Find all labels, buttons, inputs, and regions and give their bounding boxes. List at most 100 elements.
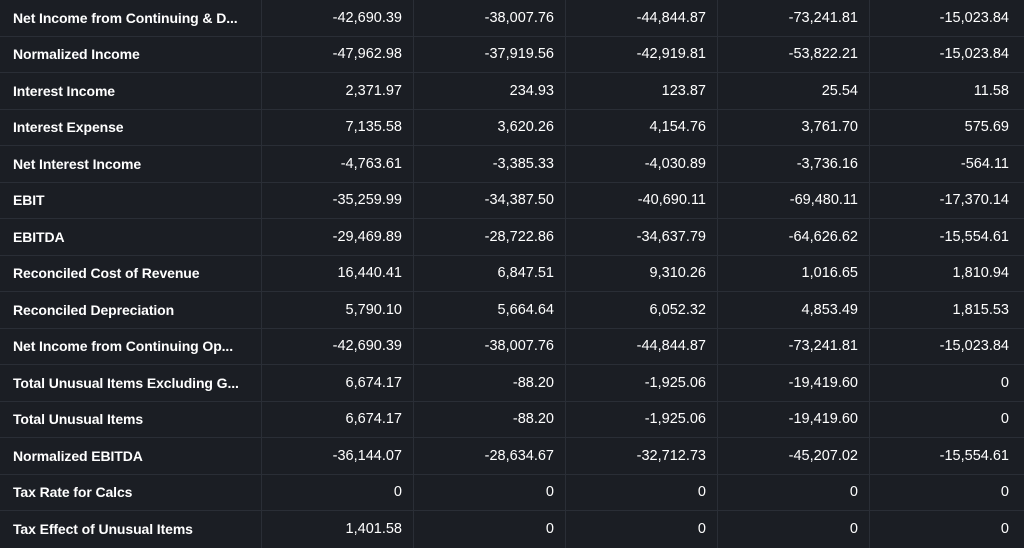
value-cell: 0 — [414, 474, 566, 511]
value-cell: 0 — [414, 511, 566, 548]
value-cell: -37,919.56 — [414, 36, 566, 73]
value-cell: 4,154.76 — [566, 109, 718, 146]
value-cell: -15,554.61 — [870, 438, 1024, 474]
value-cell: 7,135.58 — [262, 109, 414, 146]
value-cell: -3,385.33 — [414, 146, 566, 182]
value-cell: 0 — [262, 474, 414, 511]
value-cell: -64,626.62 — [718, 219, 870, 255]
value-cell: 575.69 — [870, 109, 1024, 146]
value-cell: -1,925.06 — [566, 365, 718, 401]
row-label: Tax Rate for Calcs — [0, 474, 262, 511]
value-cell: -15,023.84 — [870, 0, 1024, 36]
row-label: EBITDA — [0, 219, 262, 255]
value-cell: -38,007.76 — [414, 0, 566, 36]
value-cell: -4,030.89 — [566, 146, 718, 182]
row-label: Normalized Income — [0, 36, 262, 73]
value-cell: -69,480.11 — [718, 182, 870, 219]
value-cell: -47,962.98 — [262, 36, 414, 73]
row-label: Net Income from Continuing & D... — [0, 0, 262, 36]
row-label: EBIT — [0, 182, 262, 219]
value-cell: 1,810.94 — [870, 255, 1024, 292]
row-label: Reconciled Cost of Revenue — [0, 255, 262, 292]
table-row[interactable]: EBITDA -29,469.89 -28,722.86 -34,637.79 -64,… — [0, 219, 1024, 256]
value-cell: 6,052.32 — [566, 292, 718, 328]
value-cell: 11.58 — [870, 73, 1024, 109]
value-cell: -29,469.89 — [262, 219, 414, 255]
value-cell: 234.93 — [414, 73, 566, 109]
value-cell: 0 — [870, 511, 1024, 548]
value-cell: 0 — [870, 474, 1024, 511]
row-label: Total Unusual Items — [0, 401, 262, 438]
value-cell: -3,736.16 — [718, 146, 870, 182]
value-cell: -15,023.84 — [870, 36, 1024, 73]
row-label: Interest Income — [0, 73, 262, 109]
table-row[interactable]: Reconciled Depreciation 5,790.10 5,664.64 6… — [0, 292, 1024, 329]
value-cell: 3,761.70 — [718, 109, 870, 146]
value-cell: -88.20 — [414, 365, 566, 401]
value-cell: 0 — [566, 511, 718, 548]
value-cell: 25.54 — [718, 73, 870, 109]
row-label: Net Interest Income — [0, 146, 262, 182]
value-cell: -42,690.39 — [262, 0, 414, 36]
value-cell: 0 — [566, 474, 718, 511]
value-cell: -73,241.81 — [718, 0, 870, 36]
value-cell: -28,722.86 — [414, 219, 566, 255]
value-cell: -44,844.87 — [566, 0, 718, 36]
value-cell: 5,664.64 — [414, 292, 566, 328]
value-cell: -73,241.81 — [718, 328, 870, 365]
value-cell: 6,674.17 — [262, 401, 414, 438]
value-cell: 0 — [718, 511, 870, 548]
value-cell: 5,790.10 — [262, 292, 414, 328]
table-row[interactable]: Reconciled Cost of Revenue 16,440.41 6,847… — [0, 255, 1024, 293]
value-cell: 1,815.53 — [870, 292, 1024, 328]
value-cell: -32,712.73 — [566, 438, 718, 474]
value-cell: -34,637.79 — [566, 219, 718, 255]
value-cell: 9,310.26 — [566, 255, 718, 292]
row-label: Interest Expense — [0, 109, 262, 146]
value-cell: 0 — [718, 474, 870, 511]
value-cell: 1,401.58 — [262, 511, 414, 548]
value-cell: -564.11 — [870, 146, 1024, 182]
value-cell: 3,620.26 — [414, 109, 566, 146]
value-cell: 6,674.17 — [262, 365, 414, 401]
value-cell: -1,925.06 — [566, 401, 718, 438]
table-row[interactable]: Interest Expense 7,135.58 3,620.26 4,154.76… — [0, 109, 1024, 147]
value-cell: 1,016.65 — [718, 255, 870, 292]
value-cell: 2,371.97 — [262, 73, 414, 109]
value-cell: -88.20 — [414, 401, 566, 438]
table-row[interactable]: Net Income from Continuing & D... -42,690… — [0, 0, 1024, 37]
value-cell: -53,822.21 — [718, 36, 870, 73]
value-cell: -36,144.07 — [262, 438, 414, 474]
value-cell: -42,690.39 — [262, 328, 414, 365]
value-cell: -19,419.60 — [718, 401, 870, 438]
row-label: Tax Effect of Unusual Items — [0, 511, 262, 548]
value-cell: 0 — [870, 365, 1024, 401]
value-cell: 0 — [870, 401, 1024, 438]
value-cell: 16,440.41 — [262, 255, 414, 292]
value-cell: -28,634.67 — [414, 438, 566, 474]
value-cell: -34,387.50 — [414, 182, 566, 219]
row-label: Reconciled Depreciation — [0, 292, 262, 328]
value-cell: 4,853.49 — [718, 292, 870, 328]
value-cell: -15,554.61 — [870, 219, 1024, 255]
table-row[interactable]: Total Unusual Items Excluding G... 6,674.… — [0, 365, 1024, 402]
table-row[interactable]: Net Income from Continuing Op... -42,690.… — [0, 328, 1024, 366]
table-row[interactable]: Normalized EBITDA -36,144.07 -28,634.67 -32… — [0, 438, 1024, 475]
value-cell: -15,023.84 — [870, 328, 1024, 365]
row-label: Normalized EBITDA — [0, 438, 262, 474]
value-cell: -19,419.60 — [718, 365, 870, 401]
row-label: Total Unusual Items Excluding G... — [0, 365, 262, 401]
table-row[interactable]: Normalized Income -47,962.98 -37,919.56 -42… — [0, 36, 1024, 74]
table-row[interactable]: Interest Income 2,371.97 234.93 123.87 25.54… — [0, 73, 1024, 110]
value-cell: 123.87 — [566, 73, 718, 109]
table-row[interactable]: Tax Rate for Calcs 0 0 0 0 0 — [0, 474, 1024, 512]
table-row[interactable]: Net Interest Income -4,763.61 -3,385.33 -4,… — [0, 146, 1024, 183]
value-cell: 6,847.51 — [414, 255, 566, 292]
value-cell: -35,259.99 — [262, 182, 414, 219]
table-row[interactable]: Tax Effect of Unusual Items 1,401.58 0 0 0 0 — [0, 511, 1024, 548]
table-row[interactable]: Total Unusual Items 6,674.17 -88.20 -1,925.… — [0, 401, 1024, 439]
value-cell: -40,690.11 — [566, 182, 718, 219]
value-cell: -44,844.87 — [566, 328, 718, 365]
table-row[interactable]: EBIT -35,259.99 -34,387.50 -40,690.11 -69,48… — [0, 182, 1024, 220]
value-cell: -17,370.14 — [870, 182, 1024, 219]
